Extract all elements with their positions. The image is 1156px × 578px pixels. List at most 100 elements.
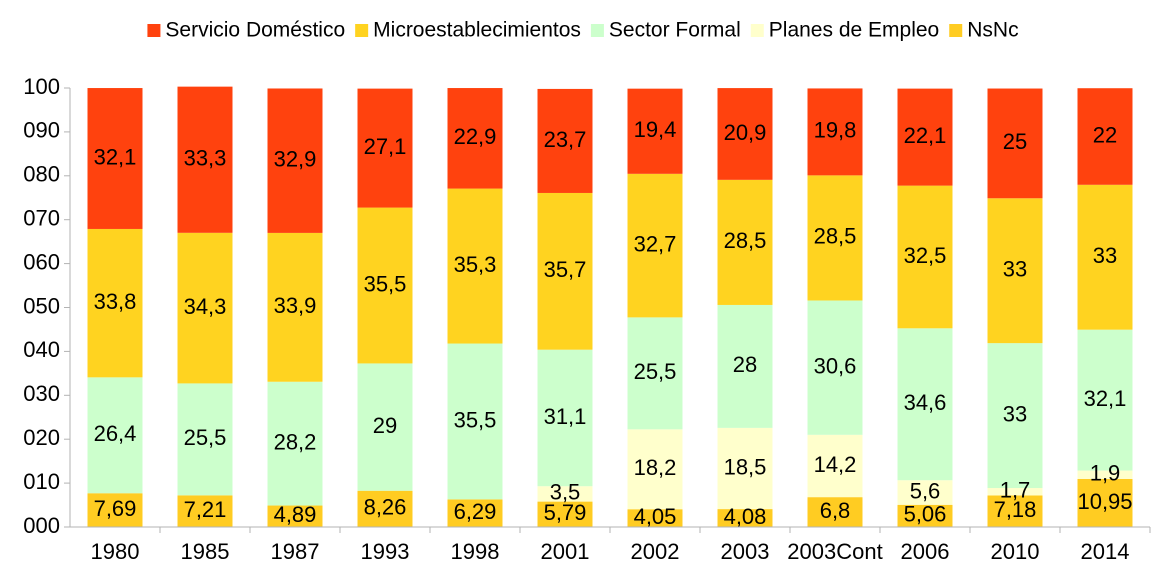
bar-segment [897,480,953,505]
bar-segment [807,497,863,527]
x-tick-label: 2001 [541,539,590,564]
bar-segment [627,88,683,174]
data-label: 30,6 [814,353,857,378]
bar-segment [987,198,1043,344]
data-label: 4,89 [274,502,317,527]
data-label: 25,5 [634,359,677,384]
bar-segment [537,88,593,193]
data-label: 18,2 [634,455,677,480]
data-label: 22 [1093,122,1117,147]
data-label: 4,05 [634,504,677,529]
y-tick-label: 030 [23,381,60,406]
bar-segment [987,488,1043,496]
data-label: 33,9 [274,293,317,318]
bar-segment [1077,184,1133,330]
data-label: 1,9 [1090,461,1121,486]
data-label: 28,5 [814,224,857,249]
data-label: 31,1 [544,404,587,429]
data-label: 32,1 [94,144,137,169]
data-label: 5,6 [910,478,941,503]
bar-segment [177,86,233,233]
bar-segment [267,88,323,233]
data-label: 25,5 [184,425,227,450]
bar-segment [447,343,503,500]
bar-segment [897,328,953,481]
data-label: 20,9 [724,120,767,145]
legend-swatch [750,24,764,37]
bar-segment [987,343,1043,489]
legend-label: NsNc [967,19,1018,42]
y-tick-label: 060 [23,249,60,274]
data-label: 19,4 [634,117,677,142]
data-label: 7,21 [184,497,227,522]
bar-segment [357,490,413,527]
x-tick-label: 2010 [991,539,1040,564]
bar-segment [627,173,683,318]
data-label: 6,29 [454,499,497,524]
data-label: 35,7 [544,257,587,282]
legend-label: Servicio Doméstico [165,19,345,42]
bar-segment [627,317,683,430]
data-label: 33 [1003,401,1027,426]
data-label: 33,8 [94,289,137,314]
data-label: 29 [373,413,397,438]
data-label: 35,3 [454,252,497,277]
bar-segment [267,232,323,382]
bar-segment [267,505,323,527]
bar-segment [177,232,233,384]
bar-segment [357,363,413,491]
data-label: 33 [1093,243,1117,268]
bar-segment [177,383,233,496]
data-label: 7,18 [994,497,1037,522]
x-tick-label: 2002 [631,539,680,564]
x-tick-label: 2014 [1081,539,1130,564]
bar-segment [717,509,773,527]
bar-segment [1077,88,1133,185]
bar-segment [807,88,863,176]
y-tick-label: 100 [23,74,60,99]
bar-segment [1077,470,1133,479]
data-label: 1,7 [1000,478,1031,503]
data-label: 28 [733,352,757,377]
legend-swatch [355,24,369,37]
data-label: 5,06 [904,502,947,527]
y-tick-label: 050 [23,293,60,318]
bar-segment [87,228,143,378]
y-tick-label: 000 [23,513,60,538]
data-label: 32,9 [274,147,317,172]
x-tick-label: 1987 [271,539,320,564]
bar-segment [357,88,413,208]
bar-segment [537,349,593,487]
legend-swatch [147,24,161,37]
data-label: 34,3 [184,294,227,319]
data-label: 14,2 [814,452,857,477]
bar-segment [87,88,143,229]
bar-segment [807,300,863,435]
y-tick-label: 080 [23,162,60,187]
bar-segment [537,192,593,350]
legend-label: Sector Formal [609,19,741,42]
bar-segment [447,499,503,527]
bar-segment [627,509,683,527]
bar-segment [807,175,863,301]
x-tick-label: 2006 [901,539,950,564]
data-label: 28,2 [274,429,317,454]
bar-segment [717,427,773,510]
bar-segment [537,501,593,527]
bar-segment [537,486,593,502]
bar-segment [807,434,863,498]
bar-segment [1077,329,1133,471]
x-tick-label: 1980 [91,539,140,564]
bar-segment [717,304,773,428]
data-label: 18,5 [724,454,767,479]
bar-segment [1077,478,1133,527]
bar-segment [177,495,233,527]
bar-segment [897,88,953,186]
bar-segment [87,377,143,494]
bar-segment [87,493,143,527]
data-label: 25 [1003,129,1027,154]
data-label: 33 [1003,257,1027,282]
bar-segment [717,88,773,180]
data-label: 10,95 [1077,489,1132,514]
data-label: 28,5 [724,228,767,253]
